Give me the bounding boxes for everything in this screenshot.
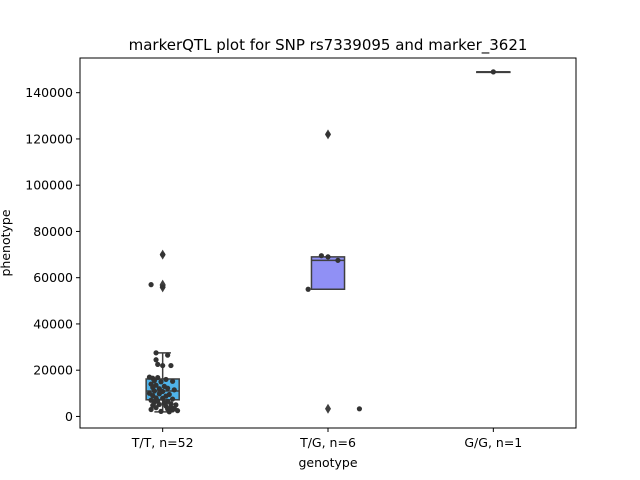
y-tick-label: 120000: [25, 131, 73, 146]
data-point: [153, 405, 159, 411]
x-tick-label: T/G, n=6: [299, 435, 356, 450]
y-axis: 0 20000 40000 60000 80000 100000 120000 140000: [25, 85, 80, 424]
data-point: [156, 401, 162, 408]
data-point: [153, 350, 159, 356]
data-point: [158, 379, 164, 385]
y-tick-label: 100000: [25, 178, 73, 193]
data-point: [325, 254, 331, 260]
data-point: [490, 69, 496, 75]
x-tick-label: G/G, n=1: [464, 435, 522, 450]
x-axis: T/T, n=52 T/G, n=6 G/G, n=1: [131, 428, 522, 450]
data-point: [168, 362, 174, 369]
data-point: [166, 409, 172, 415]
y-tick-label: 0: [65, 409, 73, 424]
plot-area: [145, 69, 511, 415]
outlier-marker: [325, 403, 331, 414]
data-point: [171, 387, 177, 393]
data-point: [151, 388, 157, 394]
data-point: [153, 357, 159, 363]
x-tick-label: T/T, n=52: [131, 435, 194, 450]
data-point: [148, 282, 154, 288]
y-tick-label: 80000: [33, 224, 73, 239]
data-point: [165, 352, 171, 358]
data-point: [165, 385, 171, 391]
data-point: [155, 374, 161, 381]
data-point: [155, 361, 161, 368]
data-point: [156, 391, 162, 397]
y-tick-label: 20000: [33, 363, 73, 378]
data-point: [356, 406, 363, 412]
data-point: [160, 284, 166, 290]
plot-frame: [79, 57, 577, 429]
data-point: [160, 251, 166, 258]
data-point: [318, 253, 324, 259]
data-point: [325, 131, 331, 137]
data-point: [174, 408, 181, 414]
data-point: [169, 396, 176, 402]
box-group: [310, 129, 346, 414]
data-point: [160, 395, 166, 401]
data-point: [151, 377, 157, 384]
y-tick-label: 40000: [33, 316, 73, 331]
data-point: [148, 406, 154, 413]
data-point: [305, 286, 311, 292]
data-point: [163, 376, 169, 383]
chart-title: markerQTL plot for SNP rs7339095 and mar…: [129, 36, 528, 55]
data-point: [335, 257, 341, 263]
x-axis-label: genotype: [298, 455, 357, 470]
y-tick-label: 60000: [33, 270, 73, 285]
y-tick-label: 140000: [25, 85, 73, 100]
data-point: [169, 378, 176, 384]
y-axis-label: phenotype: [0, 209, 13, 276]
data-point: [158, 408, 164, 414]
data-point: [160, 362, 166, 369]
